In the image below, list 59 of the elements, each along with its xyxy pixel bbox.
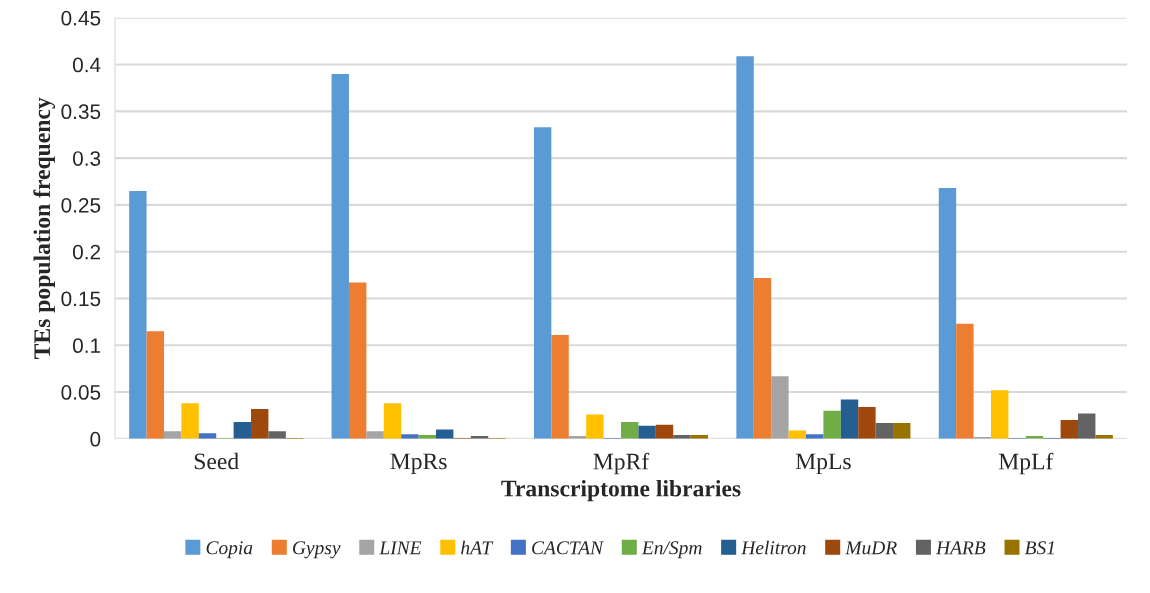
bar — [533, 127, 552, 439]
bar — [181, 403, 199, 439]
y-tick-label: 0.2 — [72, 244, 101, 260]
bar — [146, 331, 164, 439]
x-axis-title: Transcriptome libraries — [501, 479, 741, 502]
legend-label: Gypsy — [292, 541, 341, 559]
bar — [638, 425, 656, 439]
x-tick-label: MpLs — [795, 453, 851, 475]
bar — [163, 431, 182, 439]
legend-label: HARB — [935, 541, 986, 555]
bar — [823, 410, 841, 439]
bar — [1078, 413, 1096, 439]
bar — [655, 424, 674, 439]
bar — [268, 431, 286, 439]
bar — [736, 56, 754, 439]
bar — [1060, 420, 1079, 439]
bar — [621, 421, 639, 439]
bar — [383, 403, 402, 439]
bar — [251, 408, 269, 439]
bar — [788, 430, 806, 439]
y-tick-label: 0.25 — [61, 197, 101, 213]
y-tick-label: 0.45 — [61, 10, 101, 26]
bar — [331, 73, 349, 439]
legend-label: LINE — [379, 541, 422, 555]
bar — [956, 323, 974, 439]
y-axis-title: TEs population frequency — [33, 97, 56, 359]
y-tick-label: 0.35 — [61, 104, 101, 120]
y-tick-label: 0.05 — [61, 385, 101, 400]
y-tick-label: 0.4 — [72, 57, 101, 73]
bar — [586, 414, 604, 439]
bar — [840, 399, 859, 439]
bar — [436, 429, 454, 439]
x-tick-label: MpRf — [593, 452, 650, 475]
legend-label: Copia — [206, 541, 253, 559]
x-tick-label: MpLf — [998, 452, 1054, 475]
bar — [858, 407, 876, 439]
bar — [938, 188, 957, 439]
x-tick-label: Seed — [194, 452, 239, 470]
bar — [129, 190, 147, 439]
y-tick-label: 0.1 — [72, 338, 101, 354]
legend-label: hAT — [461, 540, 494, 555]
bar — [233, 421, 252, 439]
bar — [771, 376, 789, 439]
bar — [990, 390, 1009, 439]
legend-label: En/Spm — [641, 541, 702, 559]
bar — [366, 431, 384, 439]
legend-label: BS1 — [1024, 541, 1054, 555]
legend-label: Helitron — [741, 540, 806, 555]
y-tick-label: 0 — [90, 431, 101, 447]
y-tick-label: 0.15 — [61, 291, 101, 307]
bar — [893, 422, 911, 439]
bar — [348, 282, 367, 439]
bar — [875, 422, 894, 439]
bar — [753, 277, 772, 439]
bar — [551, 334, 569, 439]
y-tick-label: 0.3 — [72, 151, 101, 166]
legend-label: MuDR — [845, 541, 897, 555]
legend-label: CACTAN — [532, 541, 604, 555]
x-tick-label: MpRs — [390, 453, 447, 475]
